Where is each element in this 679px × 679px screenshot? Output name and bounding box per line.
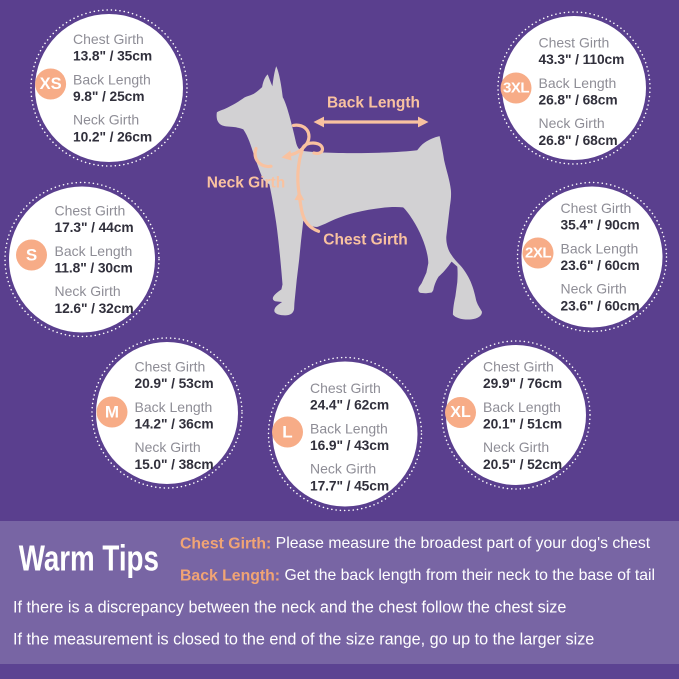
svg-text:Chest Girth: Please measure th: Chest Girth: Please measure the broadest… <box>180 535 651 552</box>
svg-text:Neck Girth: Neck Girth <box>483 439 549 455</box>
svg-text:Back Length: Back Length <box>55 243 133 259</box>
svg-text:9.8" / 25cm: 9.8" / 25cm <box>73 89 144 104</box>
svg-text:10.2" / 26cm: 10.2" / 26cm <box>73 130 152 145</box>
svg-text:15.0" / 38cm: 15.0" / 38cm <box>135 457 214 472</box>
svg-text:L: L <box>282 423 292 442</box>
svg-text:Neck Girth: Neck Girth <box>55 283 121 299</box>
svg-text:Back Length: Back Length <box>561 240 639 256</box>
svg-text:Chest Girth: Chest Girth <box>539 35 610 51</box>
svg-text:Chest Girth: Chest Girth <box>73 31 144 47</box>
svg-text:26.8" / 68cm: 26.8" / 68cm <box>539 93 618 108</box>
svg-text:12.6" / 32cm: 12.6" / 32cm <box>55 301 134 316</box>
svg-text:Back Length: Back Length <box>327 95 420 112</box>
svg-text:Back Length: Back Length <box>310 420 388 436</box>
svg-text:13.8" / 35cm: 13.8" / 35cm <box>73 49 152 64</box>
svg-text:Warm Tips: Warm Tips <box>19 538 159 579</box>
svg-text:XS: XS <box>40 75 62 93</box>
svg-text:Neck Girth: Neck Girth <box>561 280 627 296</box>
svg-text:2XL: 2XL <box>525 245 551 262</box>
svg-text:Neck Girth: Neck Girth <box>539 115 605 131</box>
svg-text:23.6" / 60cm: 23.6" / 60cm <box>561 299 640 314</box>
svg-text:Chest Girth: Chest Girth <box>483 359 554 375</box>
svg-text:Chest Girth: Chest Girth <box>323 232 407 249</box>
svg-text:11.8" / 30cm: 11.8" / 30cm <box>55 261 133 276</box>
svg-text:20.5" / 52cm: 20.5" / 52cm <box>483 457 562 472</box>
svg-text:17.7" / 45cm: 17.7" / 45cm <box>310 479 389 494</box>
svg-text:26.8" / 68cm: 26.8" / 68cm <box>539 133 618 148</box>
svg-text:Neck Girth: Neck Girth <box>135 439 201 455</box>
svg-text:24.4" / 62cm: 24.4" / 62cm <box>310 398 389 413</box>
svg-text:If there is a discrepancy betw: If there is a discrepancy between the ne… <box>13 599 566 617</box>
svg-text:35.4" / 90cm: 35.4" / 90cm <box>561 218 640 233</box>
svg-text:Neck Girth: Neck Girth <box>310 460 376 476</box>
svg-text:Back Length: Back Length <box>135 399 213 415</box>
svg-text:20.1" / 51cm: 20.1" / 51cm <box>483 417 562 432</box>
svg-text:20.9" / 53cm: 20.9" / 53cm <box>135 376 214 391</box>
svg-text:Neck Girth: Neck Girth <box>73 111 139 127</box>
svg-text:M: M <box>105 403 119 422</box>
svg-text:Back Length: Get the back leng: Back Length: Get the back length from th… <box>180 567 655 584</box>
svg-text:Back Length: Back Length <box>483 399 561 415</box>
svg-text:43.3" / 110cm: 43.3" / 110cm <box>539 52 625 67</box>
svg-text:If the measurement is closed t: If the measurement is closed to the end … <box>13 631 594 649</box>
svg-text:17.3" / 44cm: 17.3" / 44cm <box>55 220 134 235</box>
svg-text:14.2" / 36cm: 14.2" / 36cm <box>135 417 214 432</box>
svg-text:3XL: 3XL <box>503 80 529 97</box>
svg-text:S: S <box>26 246 37 265</box>
svg-text:16.9" / 43cm: 16.9" / 43cm <box>310 438 389 453</box>
svg-text:Neck Girth: Neck Girth <box>207 175 285 192</box>
svg-text:Chest Girth: Chest Girth <box>561 200 632 216</box>
svg-text:Back Length: Back Length <box>73 71 151 87</box>
svg-text:Chest Girth: Chest Girth <box>310 380 381 396</box>
svg-text:Chest Girth: Chest Girth <box>55 203 126 219</box>
svg-text:29.9" / 76cm: 29.9" / 76cm <box>483 376 562 391</box>
svg-text:Chest Girth: Chest Girth <box>135 359 206 375</box>
svg-text:XL: XL <box>450 404 471 421</box>
svg-text:Back Length: Back Length <box>539 75 617 91</box>
svg-text:23.6" / 60cm: 23.6" / 60cm <box>561 258 640 273</box>
